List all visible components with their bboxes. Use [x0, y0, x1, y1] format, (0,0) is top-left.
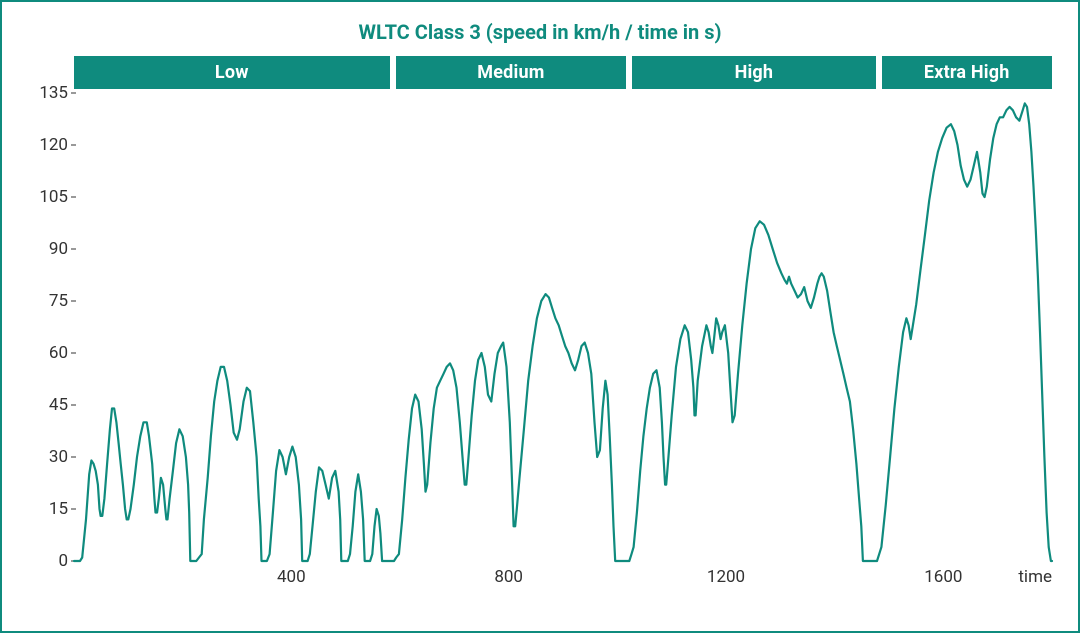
- y-tick: 105: [39, 187, 68, 207]
- x-axis-label: time: [1018, 567, 1052, 587]
- x-tick: 1200: [707, 567, 745, 587]
- y-tick: 60: [49, 343, 68, 363]
- y-axis: 0153045607590105120135: [24, 93, 74, 561]
- x-tick: 400: [277, 567, 306, 587]
- y-tick: 15: [49, 499, 68, 519]
- line-chart-svg: [74, 93, 1052, 561]
- phase-label: Extra High: [882, 56, 1052, 89]
- y-tick: 90: [49, 239, 68, 259]
- speed-line: [74, 103, 1052, 561]
- phase-bar: LowMediumHighExtra High: [74, 56, 1052, 89]
- chart-area: 0153045607590105120135 time 400800120016…: [24, 93, 1056, 593]
- x-tick: 800: [494, 567, 523, 587]
- y-tick: 45: [49, 395, 68, 415]
- y-tick: 75: [49, 291, 68, 311]
- x-tick: 1600: [924, 567, 962, 587]
- x-axis: time 400 800 1200 1600: [74, 561, 1052, 593]
- phase-label: Medium: [396, 56, 627, 89]
- chart-title: WLTC Class 3 (speed in km/h / time in s): [24, 20, 1056, 44]
- phase-label: High: [632, 56, 875, 89]
- chart-frame: WLTC Class 3 (speed in km/h / time in s)…: [0, 0, 1080, 633]
- y-tick: 135: [39, 83, 68, 103]
- y-tick: 120: [39, 135, 68, 155]
- phase-label: Low: [74, 56, 390, 89]
- plot-area: [74, 93, 1052, 561]
- y-tick: 0: [58, 551, 68, 571]
- y-tick: 30: [49, 447, 68, 467]
